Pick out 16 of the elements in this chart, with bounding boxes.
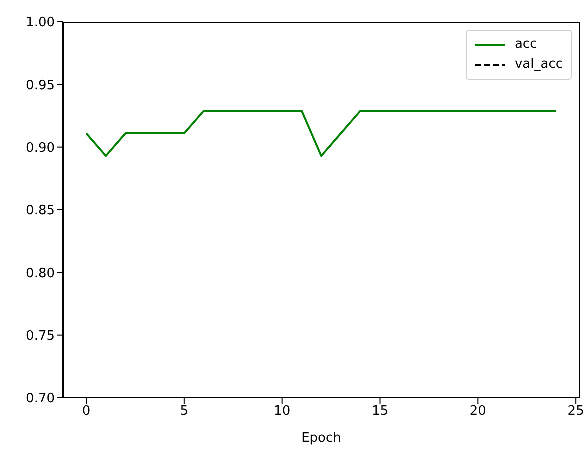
x-tick-label: 0	[82, 404, 91, 420]
legend-label: acc	[514, 36, 538, 54]
legend-label: val_acc	[514, 56, 563, 74]
x-tick-label: 10	[274, 404, 291, 420]
y-tick-label: 0.75	[26, 328, 55, 344]
y-tick-label: 0.85	[26, 204, 55, 219]
y-tick-label: 0.70	[26, 392, 55, 407]
x-tick-label: 25	[568, 404, 584, 420]
y-tick-label: 0.80	[26, 266, 55, 282]
x-tick-label: 15	[372, 404, 389, 420]
y-tick-label: 0.90	[26, 140, 55, 156]
x-axis-title: Epoch	[302, 431, 342, 446]
x-tick-label: 20	[470, 404, 486, 420]
y-tick-label: 0.95	[26, 78, 55, 94]
y-tick-label: 1.00	[26, 16, 55, 31]
x-tick-label: 5	[180, 404, 189, 420]
